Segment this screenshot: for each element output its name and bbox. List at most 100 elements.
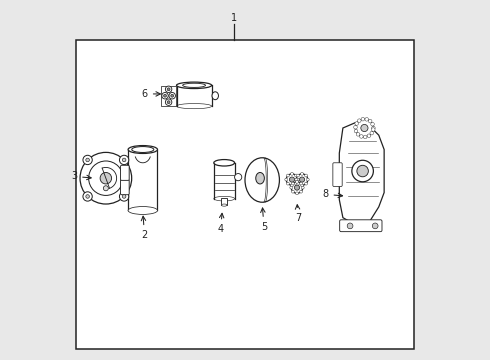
Circle shape [360,135,363,138]
Circle shape [164,94,167,97]
Circle shape [371,126,375,130]
Bar [214,163,235,199]
Circle shape [100,172,112,184]
Circle shape [171,94,173,97]
Circle shape [89,161,123,195]
Ellipse shape [128,145,157,153]
Ellipse shape [212,92,219,100]
Circle shape [299,190,302,193]
Circle shape [364,135,367,139]
Circle shape [291,184,294,187]
Circle shape [286,174,298,185]
Circle shape [361,117,365,121]
Circle shape [122,158,126,162]
Circle shape [169,93,175,99]
Circle shape [290,186,293,189]
Bar [161,86,176,106]
Circle shape [358,119,361,122]
FancyBboxPatch shape [333,163,342,186]
Circle shape [83,155,92,165]
Circle shape [354,125,357,129]
Ellipse shape [256,172,265,184]
Text: 1: 1 [231,13,237,23]
Text: 5: 5 [261,208,267,232]
Circle shape [357,165,368,177]
Bar [176,85,212,106]
Circle shape [355,119,373,137]
Circle shape [294,185,299,190]
Polygon shape [339,123,384,225]
Circle shape [299,177,305,182]
Ellipse shape [183,83,205,87]
Ellipse shape [221,204,227,206]
Circle shape [291,182,303,193]
Circle shape [86,195,89,198]
Circle shape [166,99,172,105]
Circle shape [294,182,297,185]
Ellipse shape [214,197,235,201]
Circle shape [120,192,129,201]
Circle shape [300,184,303,187]
Circle shape [120,155,129,165]
Circle shape [354,129,358,133]
Text: 8: 8 [322,189,343,199]
Circle shape [300,172,303,175]
Circle shape [103,186,108,191]
Circle shape [367,134,371,138]
Text: 7: 7 [295,205,301,223]
Circle shape [370,131,373,135]
Circle shape [292,182,294,185]
Circle shape [83,192,92,201]
Circle shape [305,182,308,185]
Ellipse shape [132,147,154,153]
Circle shape [305,174,308,177]
Circle shape [80,152,132,204]
Circle shape [166,86,172,93]
Circle shape [301,186,304,189]
Circle shape [347,223,353,229]
Text: 2: 2 [141,216,147,240]
Circle shape [299,182,302,185]
Text: 4: 4 [218,213,224,234]
Text: 6: 6 [142,89,160,99]
Circle shape [356,132,360,136]
Ellipse shape [214,159,235,166]
Circle shape [306,178,309,181]
Circle shape [295,180,298,183]
Circle shape [294,174,297,177]
Circle shape [296,178,299,181]
Circle shape [287,174,290,177]
Circle shape [352,160,373,182]
Circle shape [287,182,290,185]
Ellipse shape [176,82,212,89]
Circle shape [361,125,368,132]
Circle shape [372,223,378,229]
Circle shape [296,174,299,177]
Bar [221,198,227,205]
FancyBboxPatch shape [121,165,129,180]
Circle shape [296,182,299,185]
Bar [76,40,414,348]
Circle shape [296,174,308,185]
Circle shape [355,122,359,125]
Circle shape [291,172,294,175]
Bar [128,149,157,211]
Circle shape [295,192,298,195]
Ellipse shape [128,207,157,215]
Ellipse shape [176,104,212,109]
FancyBboxPatch shape [340,220,382,231]
Circle shape [167,88,170,91]
Circle shape [292,190,294,193]
FancyBboxPatch shape [121,180,129,195]
Circle shape [371,122,374,126]
Circle shape [365,118,368,121]
Circle shape [86,158,89,162]
Ellipse shape [245,158,279,202]
Circle shape [371,128,375,131]
Circle shape [285,178,288,181]
Circle shape [162,93,168,99]
Circle shape [235,174,242,181]
Circle shape [290,177,294,182]
Circle shape [295,178,298,181]
Circle shape [167,101,170,104]
